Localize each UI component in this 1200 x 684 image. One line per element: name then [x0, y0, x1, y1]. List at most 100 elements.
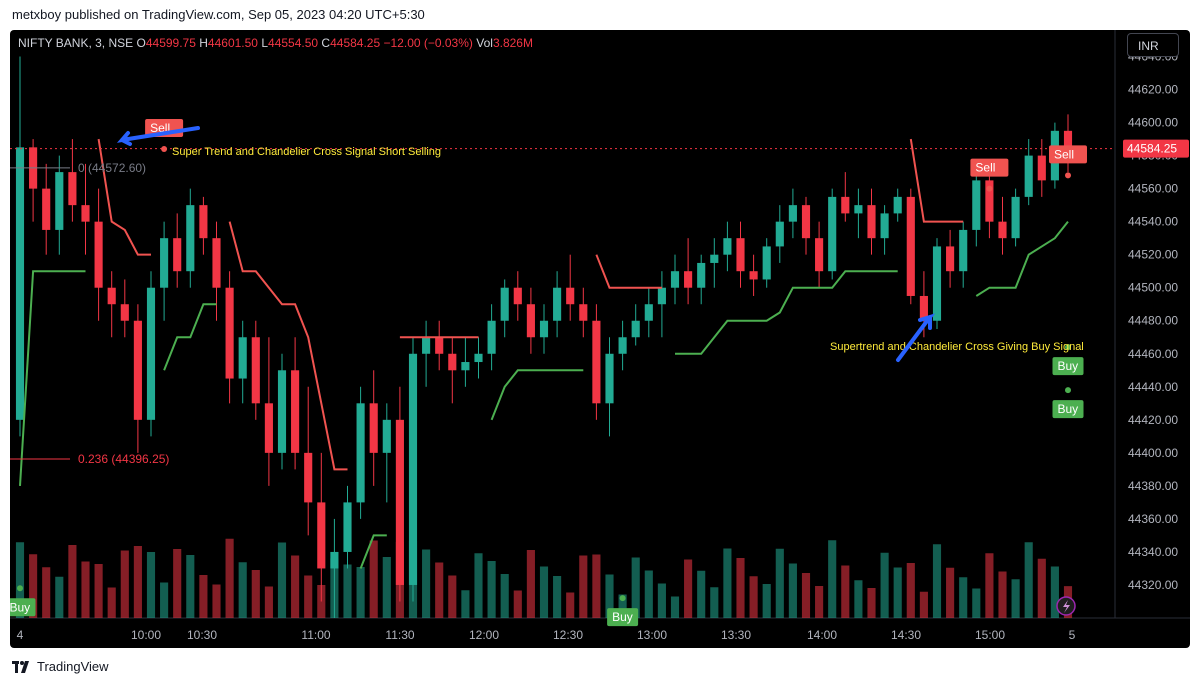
- signal-badge[interactable]: [607, 608, 639, 627]
- candle[interactable]: [68, 172, 77, 206]
- candle[interactable]: [618, 337, 627, 354]
- candle[interactable]: [880, 213, 889, 239]
- volume-bar: [199, 575, 208, 618]
- candle[interactable]: [474, 353, 483, 363]
- candle[interactable]: [146, 287, 156, 420]
- candle[interactable]: [304, 452, 313, 503]
- candle[interactable]: [946, 246, 955, 272]
- candle[interactable]: [736, 238, 745, 272]
- candle[interactable]: [173, 238, 182, 272]
- candle[interactable]: [212, 238, 221, 288]
- candle[interactable]: [369, 403, 378, 453]
- candle[interactable]: [1024, 155, 1033, 197]
- candle[interactable]: [1063, 130, 1073, 149]
- candle[interactable]: [526, 304, 535, 338]
- candle[interactable]: [972, 180, 981, 230]
- candle[interactable]: [893, 196, 902, 214]
- candle[interactable]: [657, 287, 666, 305]
- signal-badge[interactable]: [1052, 400, 1084, 419]
- candle[interactable]: [710, 254, 719, 263]
- volume-bar: [657, 583, 666, 618]
- candle[interactable]: [277, 370, 287, 453]
- candle[interactable]: [186, 205, 195, 272]
- candle[interactable]: [670, 271, 680, 288]
- candle[interactable]: [500, 287, 509, 321]
- candle[interactable]: [539, 320, 549, 338]
- candle[interactable]: [723, 238, 732, 255]
- candle[interactable]: [55, 172, 64, 230]
- candle[interactable]: [42, 188, 51, 230]
- candle[interactable]: [291, 370, 300, 453]
- candle[interactable]: [697, 262, 706, 288]
- candle[interactable]: [762, 246, 771, 280]
- candle[interactable]: [828, 196, 837, 272]
- candle[interactable]: [906, 196, 915, 296]
- candle[interactable]: [422, 337, 431, 354]
- candle[interactable]: [513, 287, 522, 305]
- candle[interactable]: [160, 238, 169, 288]
- candle[interactable]: [94, 221, 103, 288]
- candle[interactable]: [592, 320, 601, 404]
- candle[interactable]: [225, 287, 234, 379]
- candle[interactable]: [1011, 196, 1020, 239]
- candle[interactable]: [815, 238, 824, 272]
- candle[interactable]: [343, 502, 352, 552]
- candle[interactable]: [631, 320, 640, 338]
- candle[interactable]: [867, 205, 876, 239]
- candle[interactable]: [251, 337, 260, 404]
- candle[interactable]: [317, 502, 326, 569]
- candle[interactable]: [749, 271, 758, 280]
- candle[interactable]: [382, 419, 391, 453]
- volume-bar: [710, 587, 719, 618]
- candle[interactable]: [553, 287, 562, 321]
- candle[interactable]: [959, 229, 968, 272]
- candle[interactable]: [461, 362, 470, 371]
- candle[interactable]: [356, 403, 365, 503]
- candle[interactable]: [801, 205, 811, 239]
- candle[interactable]: [579, 304, 588, 321]
- currency-button[interactable]: INR: [1127, 33, 1179, 57]
- candle[interactable]: [919, 295, 928, 321]
- candle[interactable]: [238, 337, 247, 379]
- candle[interactable]: [120, 304, 129, 321]
- volume-bar: [1024, 542, 1033, 618]
- candle[interactable]: [15, 147, 25, 420]
- x-tick-label: 13:00: [637, 628, 667, 642]
- candle[interactable]: [448, 353, 457, 371]
- candle[interactable]: [644, 304, 653, 321]
- candle[interactable]: [330, 551, 339, 569]
- chart-panel[interactable]: 44320.00 44340.00 44360.00 44380.00 44400.00…: [10, 30, 1190, 648]
- candle[interactable]: [107, 287, 116, 305]
- candle[interactable]: [985, 180, 994, 222]
- supertrend-up-line: [359, 534, 387, 569]
- signal-badge[interactable]: [970, 158, 1009, 177]
- candle[interactable]: [435, 337, 444, 354]
- candle[interactable]: [199, 205, 208, 239]
- low-label: L: [261, 36, 269, 50]
- volume-bar: [618, 594, 627, 618]
- candle[interactable]: [775, 221, 784, 247]
- candle[interactable]: [841, 196, 850, 214]
- candle[interactable]: [395, 419, 404, 585]
- tradingview-logo[interactable]: TradingView: [12, 659, 109, 674]
- candle[interactable]: [81, 205, 90, 222]
- candle[interactable]: [264, 403, 273, 453]
- candle[interactable]: [854, 205, 863, 214]
- candle[interactable]: [566, 287, 575, 305]
- candle[interactable]: [408, 353, 418, 585]
- signal-badge[interactable]: [1052, 357, 1084, 376]
- candlestick-chart[interactable]: 44320.00 44340.00 44360.00 44380.00 44400.00…: [10, 30, 1190, 648]
- signal-badge[interactable]: [1049, 145, 1087, 164]
- signal-badge[interactable]: [10, 598, 36, 617]
- candle[interactable]: [605, 353, 614, 404]
- annotation-short-signal: Super Trend and Chandelier Cross Signal …: [172, 146, 441, 158]
- volume-bar: [382, 557, 391, 618]
- candle[interactable]: [684, 271, 693, 288]
- candle[interactable]: [1037, 155, 1046, 181]
- candle[interactable]: [932, 246, 942, 321]
- candle[interactable]: [133, 320, 142, 420]
- candle[interactable]: [487, 320, 496, 354]
- candle[interactable]: [788, 205, 797, 222]
- candle[interactable]: [998, 221, 1007, 239]
- signal-marker: [619, 595, 626, 602]
